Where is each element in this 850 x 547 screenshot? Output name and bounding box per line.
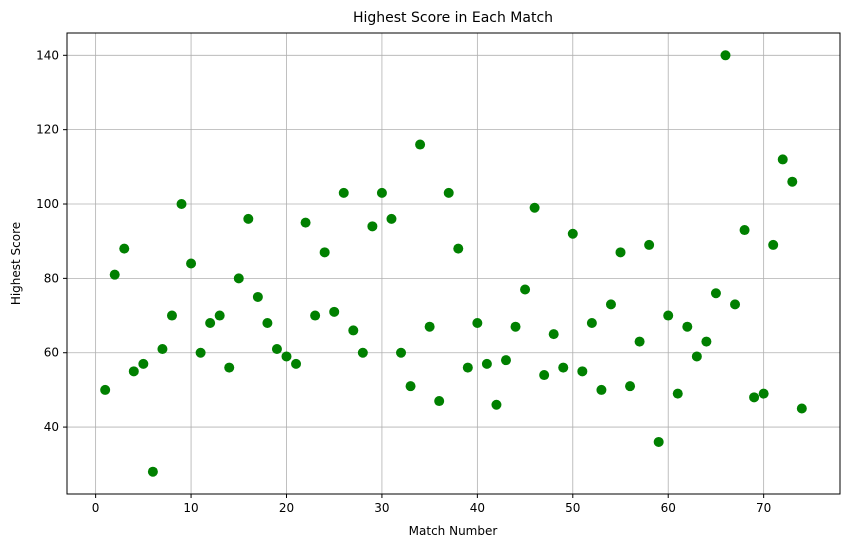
data-point <box>119 243 130 254</box>
x-tick-label: 40 <box>470 501 485 515</box>
data-point <box>281 351 292 362</box>
grid-lines <box>67 33 840 494</box>
data-point <box>271 344 282 355</box>
data-point <box>586 317 597 328</box>
data-point <box>252 291 263 302</box>
y-tick-label: 120 <box>36 123 59 137</box>
x-tick-label: 70 <box>756 501 771 515</box>
data-point <box>777 154 788 165</box>
data-point <box>481 358 492 369</box>
data-point <box>472 317 483 328</box>
data-point <box>176 199 187 210</box>
data-point <box>577 366 588 377</box>
x-tick-label: 20 <box>279 501 294 515</box>
data-point <box>491 399 502 410</box>
data-point <box>166 310 177 321</box>
x-tick-label: 60 <box>661 501 676 515</box>
data-point <box>500 355 511 366</box>
data-point <box>262 317 273 328</box>
x-tick-label: 0 <box>92 501 100 515</box>
y-tick-label: 40 <box>44 420 59 434</box>
data-point <box>100 384 111 395</box>
data-point <box>443 187 454 198</box>
data-point <box>157 344 168 355</box>
data-point <box>138 358 149 369</box>
y-tick-label: 60 <box>44 346 59 360</box>
data-point <box>348 325 359 336</box>
data-point <box>310 310 321 321</box>
data-point <box>520 284 531 295</box>
data-point <box>243 213 254 224</box>
data-point <box>233 273 244 284</box>
data-point <box>405 381 416 392</box>
data-point <box>291 358 302 369</box>
data-point <box>730 299 741 310</box>
data-point <box>510 321 521 332</box>
data-point <box>186 258 197 269</box>
data-point <box>558 362 569 373</box>
y-tick-label: 100 <box>36 197 59 211</box>
data-point <box>787 176 798 187</box>
data-point <box>462 362 473 373</box>
data-point <box>663 310 674 321</box>
data-point <box>615 247 626 258</box>
data-point <box>682 321 693 332</box>
data-point <box>539 370 550 381</box>
data-point <box>625 381 636 392</box>
data-point <box>147 466 158 477</box>
data-point <box>605 299 616 310</box>
x-tick-label: 10 <box>183 501 198 515</box>
plot-area-frame <box>66 32 841 495</box>
data-point <box>701 336 712 347</box>
data-point <box>415 139 426 150</box>
data-point <box>338 187 349 198</box>
data-point <box>300 217 311 228</box>
data-point <box>128 366 139 377</box>
data-point <box>567 228 578 239</box>
y-tick-label: 140 <box>36 48 59 62</box>
data-point <box>739 225 750 236</box>
data-point <box>653 436 664 447</box>
data-point <box>672 388 683 399</box>
data-point <box>710 288 721 299</box>
data-point <box>195 347 206 358</box>
y-tick-label: 80 <box>44 271 59 285</box>
axis-ticks: 0 10 20 30 40 50 60 70 40 60 80 100 120 140 <box>36 48 771 515</box>
data-point <box>768 239 779 250</box>
data-point <box>596 384 607 395</box>
data-point <box>749 392 760 403</box>
data-point <box>376 187 387 198</box>
x-tick-label: 30 <box>374 501 389 515</box>
chart-title: Highest Score in Each Match <box>353 10 553 26</box>
data-point <box>224 362 235 373</box>
data-point <box>548 329 559 340</box>
data-point <box>367 221 378 232</box>
data-point <box>758 388 769 399</box>
data-point <box>109 269 120 280</box>
data-points <box>100 50 807 477</box>
x-axis-label: Match Number <box>409 524 498 538</box>
data-point <box>796 403 807 414</box>
data-point <box>434 396 445 407</box>
data-point <box>453 243 464 254</box>
data-point <box>396 347 407 358</box>
data-point <box>357 347 368 358</box>
data-point <box>205 317 216 328</box>
data-point <box>386 213 397 224</box>
data-point <box>720 50 731 61</box>
data-point <box>214 310 225 321</box>
data-point <box>529 202 540 213</box>
data-point <box>634 336 645 347</box>
data-point <box>319 247 330 258</box>
data-point <box>424 321 435 332</box>
data-point <box>644 239 655 250</box>
data-point <box>691 351 702 362</box>
y-axis-label: Highest Score <box>9 222 23 305</box>
x-tick-label: 50 <box>565 501 580 515</box>
data-point <box>329 306 340 317</box>
